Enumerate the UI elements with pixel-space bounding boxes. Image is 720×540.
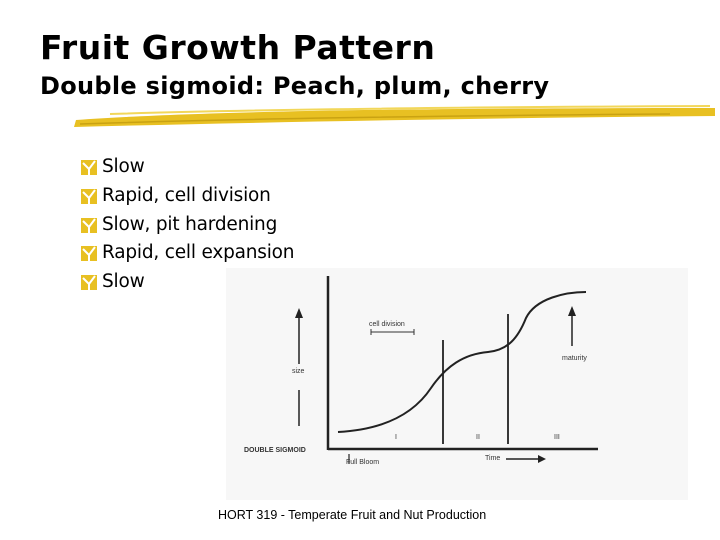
double-sigmoid-figure: size cell division maturity I II III DOU… [226, 268, 688, 500]
time-arrowhead [538, 455, 546, 463]
bullet-item: Slow [80, 268, 294, 297]
stage-label: II [476, 434, 480, 441]
stage-label: III [554, 434, 560, 441]
double-sigmoid-curve [337, 291, 587, 433]
slide-title: Fruit Growth Pattern [40, 28, 436, 67]
y-checkbox-icon [81, 275, 97, 291]
size-arrowhead [295, 308, 303, 318]
bullet-text: Rapid, cell division [102, 185, 271, 207]
bullet-item: Rapid, cell expansion [80, 239, 295, 268]
bullet-text: Slow [102, 271, 145, 293]
cell-division-label: cell division [369, 321, 405, 328]
footer-text: HORT 319 - Temperate Fruit and Nut Produ… [218, 508, 487, 522]
slide-subtitle: Double sigmoid: Peach, plum, cherry [40, 72, 550, 100]
figure-background [226, 268, 688, 500]
bullet-item: Slow [80, 153, 294, 182]
title-underline-brushstroke [74, 105, 715, 127]
full-bloom-label: Full Bloom [346, 459, 379, 466]
bullet-list: Slow Rapid, cell division Slow, pit hard… [80, 153, 295, 297]
double-sigmoid-label: DOUBLE SIGMOID [244, 447, 306, 454]
time-label: Time [485, 455, 500, 462]
maturity-label: maturity [562, 355, 587, 362]
y-checkbox-icon [81, 189, 97, 205]
bullet-text: Slow [102, 156, 145, 178]
y-checkbox-icon [81, 217, 97, 233]
bullet-text: Slow, pit hardening [102, 213, 278, 235]
bullet-item: Slow, pit hardening [80, 210, 294, 239]
size-label: size [292, 368, 305, 375]
bullet-text: Rapid, cell expansion [102, 242, 295, 264]
maturity-arrowhead [568, 306, 576, 316]
stage-label: I [395, 434, 397, 441]
y-checkbox-icon [81, 246, 97, 262]
y-checkbox-icon [81, 160, 97, 176]
bullet-item: Rapid, cell division [80, 182, 294, 211]
